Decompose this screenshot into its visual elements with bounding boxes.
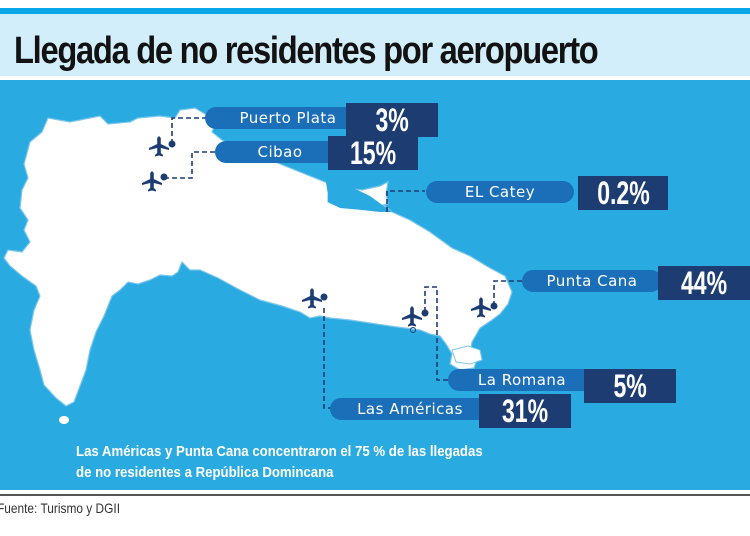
la-romana-marker [410,327,416,333]
airport-dots [160,140,498,317]
airport-label-la-romana: La Romana [448,369,596,391]
dot-la-romana [421,309,429,317]
top-accent-bar [0,8,750,14]
leader-el-catey [386,190,425,212]
summary-note-line-1: Las Américas y Punta Cana concentraron e… [76,443,483,460]
land-mass [3,107,513,407]
isla-saona [451,345,483,365]
airport-label-cibao: Cibao [215,141,345,163]
airport-label-punta-cana: Punta Cana [522,270,662,292]
airport-label-las-americas: Las Américas [330,398,490,420]
dot-las-americas [320,293,328,301]
airport-share-puerto-plata: 3% [346,103,438,137]
leader-puerto-plata [171,117,208,144]
divider [0,76,750,80]
page-title: Llegada de no residentes por aeropuerto [14,30,599,72]
isla-beata [59,416,69,424]
title-band: Llegada de no residentes por aeropuerto [0,14,750,76]
summary-note-line-2: de no residentes a República Domincana [76,464,334,481]
airport-share-el-catey: 0.2% [578,176,668,210]
leader-las-americas [323,308,340,409]
airport-share-las-americas: 31% [479,394,571,428]
airport-label-el-catey: EL Catey [426,181,574,203]
dot-puerto-plata [168,140,176,148]
map-panel: Puerto Plata 3% Cibao 15% EL Catey 0.2% … [0,80,750,490]
map-svg [3,107,528,424]
samana-bay [212,132,392,212]
dot-punta-cana [490,302,498,310]
footer-divider [0,494,750,496]
airport-share-punta-cana: 44% [658,266,750,300]
summary-note: Las Américas y Punta Cana concentraron e… [76,441,483,483]
dot-cibao [160,173,168,181]
source-credit: Fuente: Turismo y DGII [0,500,121,516]
leader-la-romana [424,286,460,381]
leader-lines [164,117,528,409]
leader-cibao [164,151,220,179]
airport-share-cibao: 15% [328,136,418,170]
leader-punta-cana [493,280,528,306]
airport-label-puerto-plata: Puerto Plata [205,107,371,129]
airport-share-la-romana: 5% [584,369,676,403]
